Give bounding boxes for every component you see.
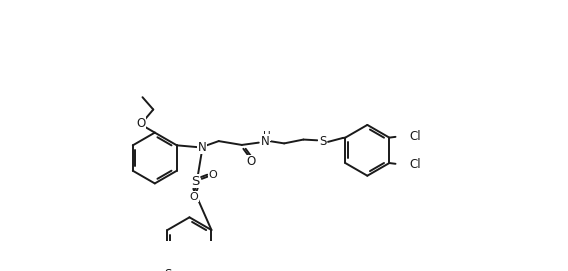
Text: N: N [198,141,206,154]
Text: S: S [319,135,327,148]
Text: H: H [262,131,270,141]
Text: Cl: Cl [410,158,421,171]
Text: O: O [208,170,217,180]
Text: O: O [247,155,256,168]
Text: S: S [191,175,200,188]
Text: S: S [164,268,172,271]
Text: Cl: Cl [410,130,421,143]
Text: O: O [190,192,198,202]
Text: O: O [136,117,145,130]
Text: N: N [261,135,269,148]
